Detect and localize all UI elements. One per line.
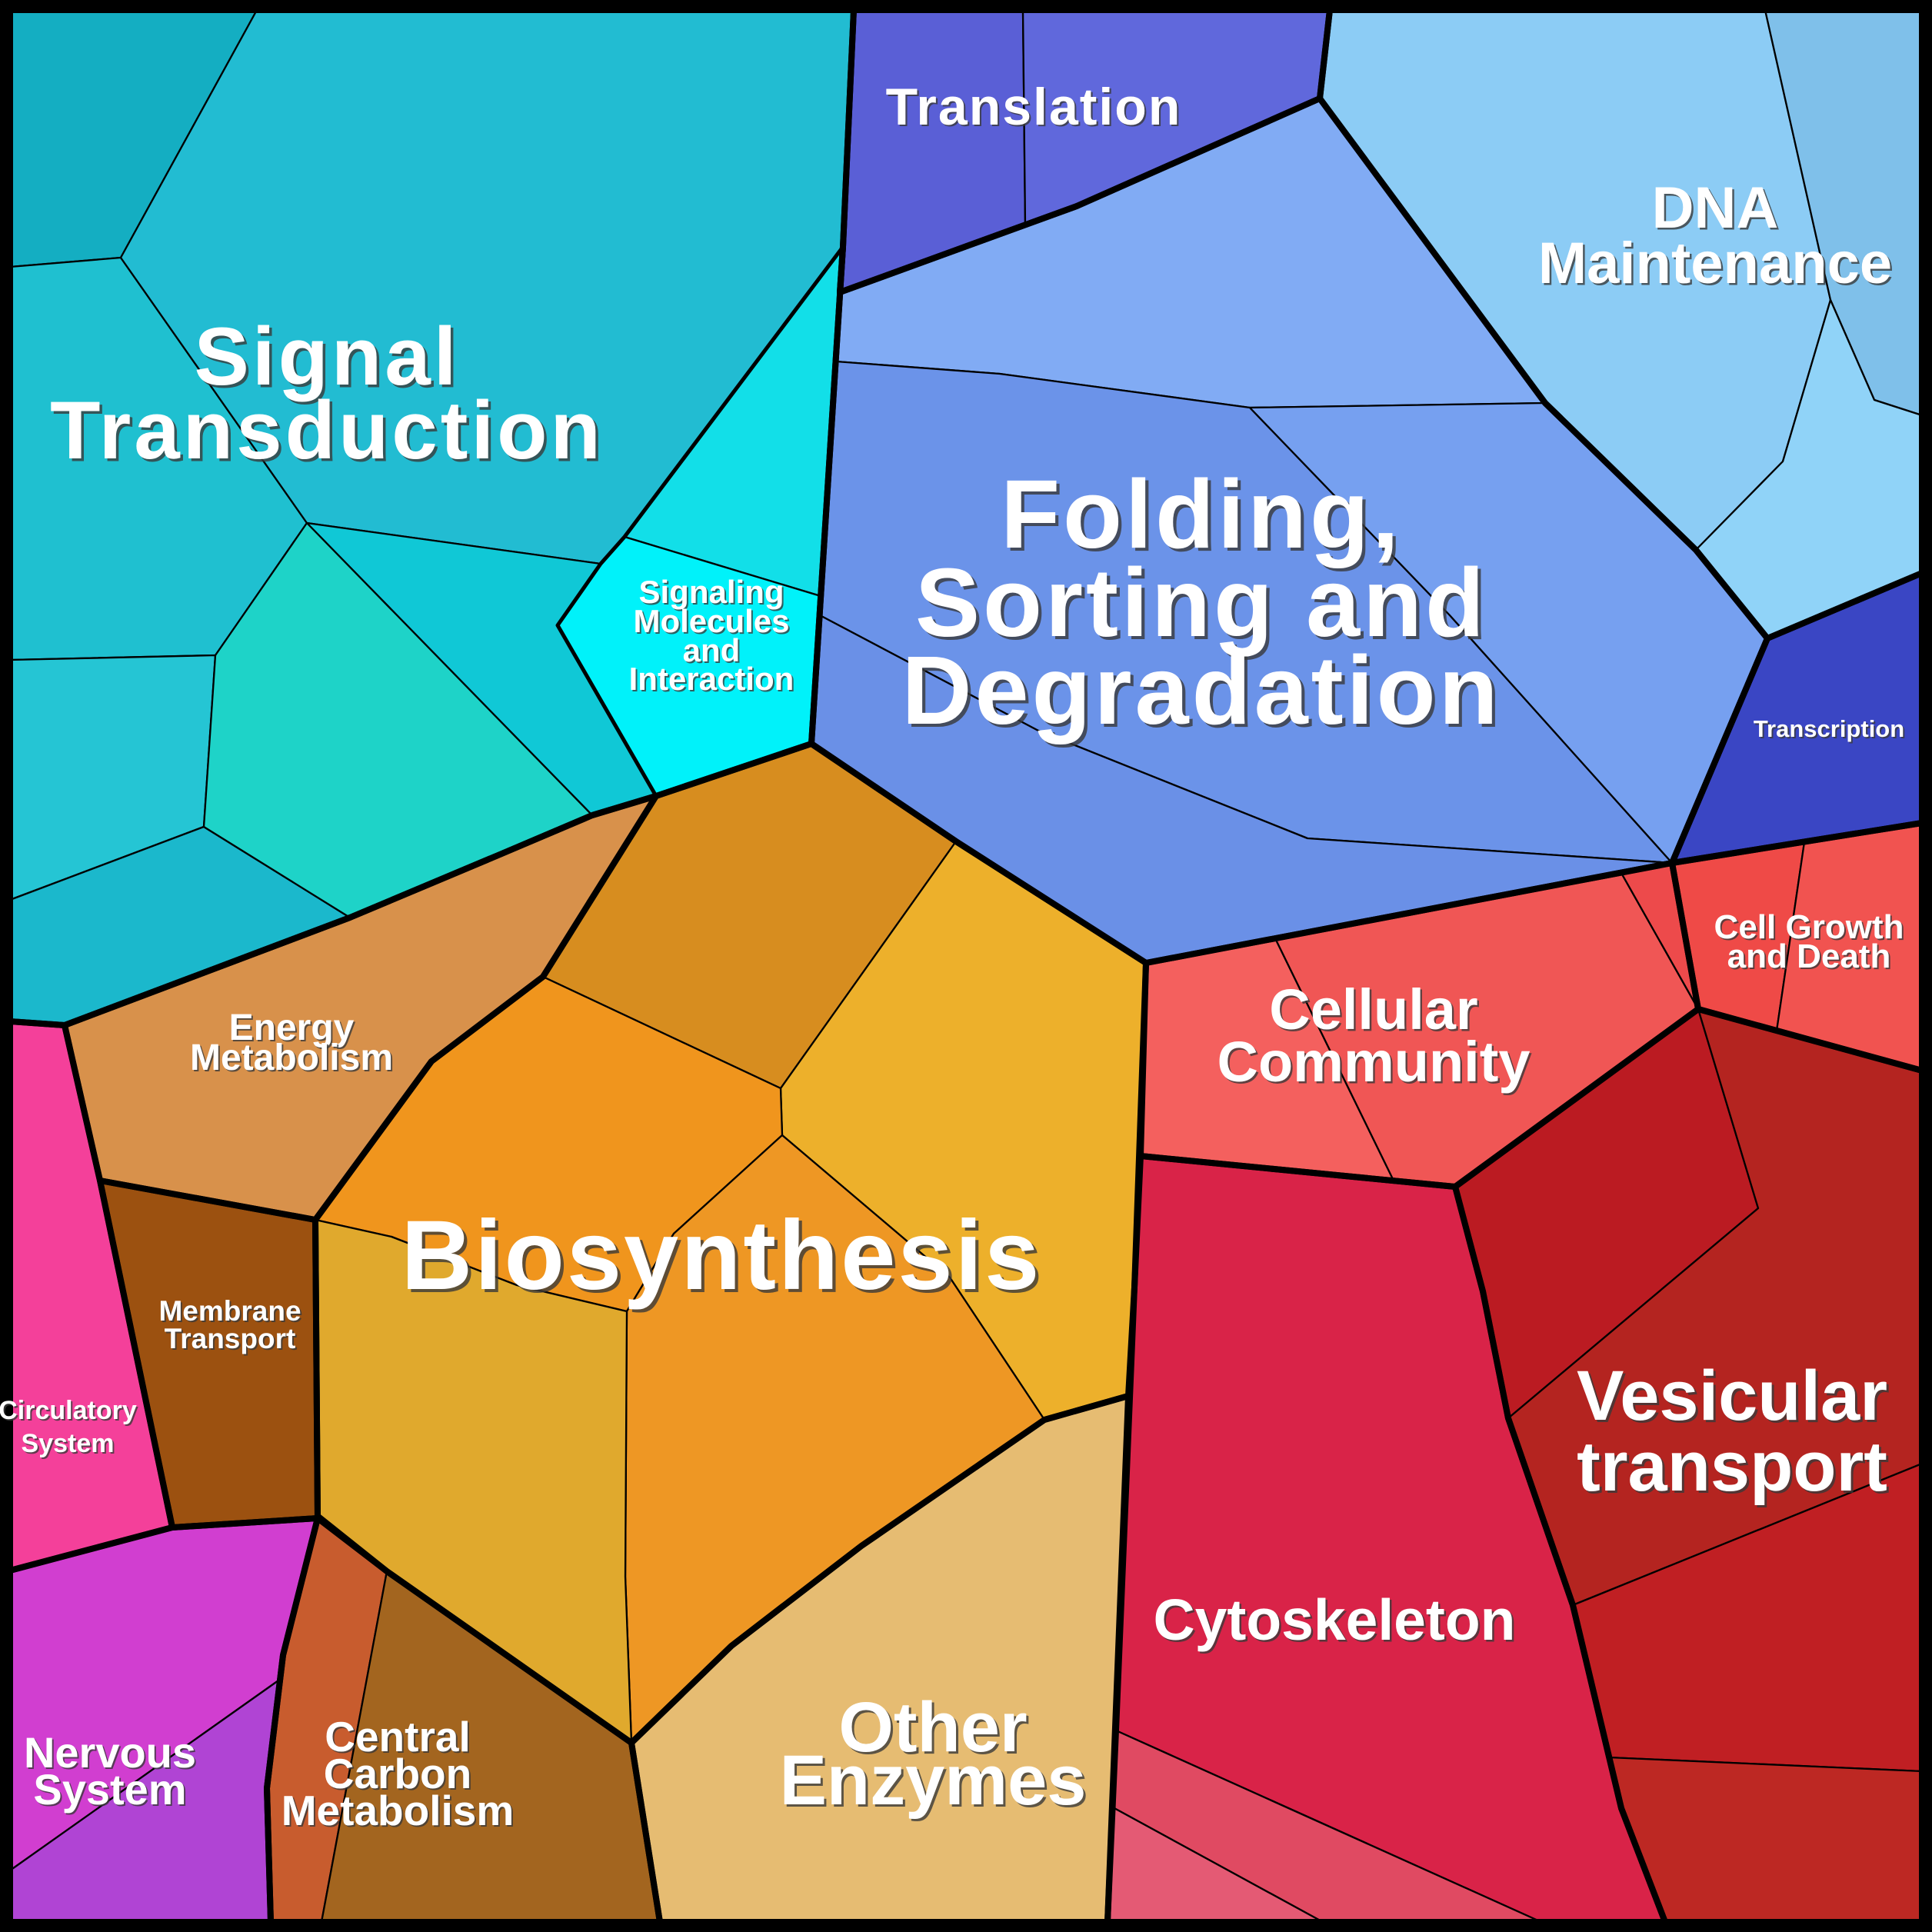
svg-text:Membrane: Membrane <box>158 1295 301 1327</box>
svg-text:Central: Central <box>325 1713 471 1760</box>
svg-text:Cell Growth: Cell Growth <box>1716 910 1906 948</box>
svg-text:Community: Community <box>1219 1031 1532 1095</box>
svg-text:Metabolism: Metabolism <box>190 1038 393 1078</box>
svg-text:transport: transport <box>1577 1427 1887 1506</box>
svg-text:Metabolism: Metabolism <box>283 1788 516 1836</box>
svg-text:Degradation: Degradation <box>905 639 1504 748</box>
svg-text:System: System <box>23 1431 116 1460</box>
svg-text:Signaling: Signaling <box>641 575 786 611</box>
svg-text:Interaction: Interaction <box>629 661 794 697</box>
svg-text:Energy: Energy <box>231 1009 356 1050</box>
svg-text:and: and <box>683 632 741 668</box>
svg-text:Interaction: Interaction <box>631 662 796 698</box>
svg-text:Enzymes: Enzymes <box>782 1744 1089 1822</box>
svg-text:Biosynthesis: Biosynthesis <box>405 1204 1045 1314</box>
svg-text:Carbon: Carbon <box>324 1750 472 1797</box>
svg-text:Folding,: Folding, <box>1001 460 1402 568</box>
svg-text:DNA: DNA <box>1654 178 1780 243</box>
svg-text:Translation: Translation <box>886 78 1182 136</box>
svg-text:Transcription: Transcription <box>1755 717 1906 744</box>
svg-text:Energy: Energy <box>229 1008 355 1048</box>
svg-text:Other: Other <box>838 1688 1027 1767</box>
svg-text:Sorting and: Sorting and <box>915 548 1487 657</box>
svg-text:Transport: Transport <box>166 1324 298 1356</box>
svg-text:Cellular: Cellular <box>1269 978 1477 1041</box>
svg-text:Vesicular: Vesicular <box>1579 1359 1890 1437</box>
svg-text:Cell Growth: Cell Growth <box>1714 908 1904 946</box>
svg-text:Sorting and: Sorting and <box>918 551 1491 660</box>
svg-text:Community: Community <box>1217 1030 1531 1094</box>
svg-text:transport: transport <box>1579 1430 1890 1508</box>
svg-text:Cytoskeleton: Cytoskeleton <box>1155 1590 1517 1654</box>
svg-text:Transduction: Transduction <box>53 387 607 479</box>
svg-text:Maintenance: Maintenance <box>1538 231 1892 296</box>
svg-text:Circulatory: Circulatory <box>0 1396 137 1425</box>
svg-text:Cytoskeleton: Cytoskeleton <box>1154 1587 1516 1652</box>
svg-text:Folding,: Folding, <box>1004 463 1405 571</box>
svg-text:Enzymes: Enzymes <box>780 1741 1087 1820</box>
svg-text:Vesicular: Vesicular <box>1577 1357 1887 1435</box>
svg-text:Signal: Signal <box>194 310 459 402</box>
svg-text:Nervous: Nervous <box>24 1728 196 1777</box>
svg-text:Molecules: Molecules <box>633 603 789 639</box>
svg-text:and: and <box>685 634 742 670</box>
svg-text:Maintenance: Maintenance <box>1540 233 1894 298</box>
svg-text:Central: Central <box>326 1714 472 1762</box>
svg-text:Nervous: Nervous <box>25 1730 198 1778</box>
svg-text:and Death: and Death <box>1727 938 1891 975</box>
svg-text:and Death: and Death <box>1729 939 1893 977</box>
svg-text:Other: Other <box>841 1690 1029 1769</box>
svg-text:System: System <box>22 1429 115 1458</box>
svg-text:System: System <box>35 1767 188 1815</box>
svg-text:Signaling: Signaling <box>639 574 784 610</box>
svg-text:Cellular: Cellular <box>1271 979 1480 1043</box>
svg-text:Metabolism: Metabolism <box>192 1039 395 1080</box>
svg-text:Transport: Transport <box>165 1323 296 1354</box>
svg-text:Carbon: Carbon <box>325 1751 474 1799</box>
svg-text:Circulatory: Circulatory <box>0 1397 138 1427</box>
svg-text:Membrane: Membrane <box>160 1297 302 1328</box>
svg-text:Molecules: Molecules <box>635 605 791 641</box>
svg-text:Transduction: Transduction <box>50 384 604 476</box>
svg-text:Biosynthesis: Biosynthesis <box>401 1201 1042 1311</box>
svg-text:Degradation: Degradation <box>901 636 1501 744</box>
svg-text:Translation: Translation <box>888 79 1184 138</box>
svg-text:DNA: DNA <box>1652 175 1779 241</box>
svg-text:Transcription: Transcription <box>1754 715 1904 742</box>
svg-text:Signal: Signal <box>197 313 462 405</box>
svg-text:System: System <box>33 1765 186 1814</box>
svg-text:Metabolism: Metabolism <box>281 1787 515 1834</box>
